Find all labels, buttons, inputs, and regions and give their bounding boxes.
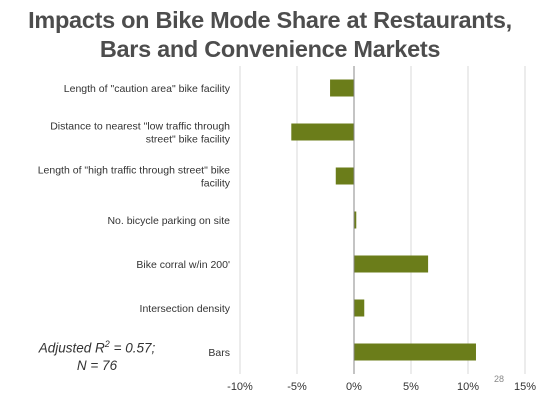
tick-label-3: 5% <box>403 381 419 393</box>
page-number: 28 <box>494 374 505 384</box>
category-label-6: Bars <box>208 347 230 359</box>
category-label-5: Intersection density <box>140 303 231 315</box>
tick-label-0: -10% <box>227 381 253 393</box>
tick-label-4: 10% <box>457 381 479 393</box>
bar-4 <box>354 255 429 273</box>
tick-label-1: -5% <box>287 381 307 393</box>
bar-5 <box>354 299 365 317</box>
model-statistics: Adjusted R2 = 0.57; N = 76 <box>22 336 172 374</box>
category-label-4: Bike corral w/in 200' <box>136 259 230 271</box>
category-label-2: Length of "high traffic through street" … <box>38 165 231 190</box>
tick-label-5: 15% <box>514 381 536 393</box>
bar-0 <box>330 79 354 97</box>
category-label-0: Length of "caution area" bike facility <box>64 83 231 95</box>
category-labels: Length of "caution area" bike facility Di… <box>38 83 231 359</box>
bar-1 <box>291 123 354 141</box>
tick-labels: -10% -5% 0% 5% 10% 15% <box>227 381 536 393</box>
category-label-1: Distance to nearest "low traffic through… <box>50 121 231 146</box>
bar-3 <box>354 211 357 229</box>
chart-title: Impacts on Bike Mode Share at Restaurant… <box>0 6 540 64</box>
chart-bars <box>291 79 476 361</box>
adjusted-r-squared: Adjusted R2 = 0.57; <box>38 339 156 356</box>
sample-size: N = 76 <box>76 357 118 373</box>
chart-gridlines <box>239 66 526 374</box>
bar-6 <box>354 343 476 361</box>
category-label-3: No. bicycle parking on site <box>107 215 230 227</box>
chart-title-line-1: Impacts on Bike Mode Share at Restaurant… <box>28 7 512 33</box>
chart-title-line-2: Bars and Convenience Markets <box>99 36 441 62</box>
bar-2 <box>335 167 354 185</box>
tick-label-2: 0% <box>346 381 362 393</box>
